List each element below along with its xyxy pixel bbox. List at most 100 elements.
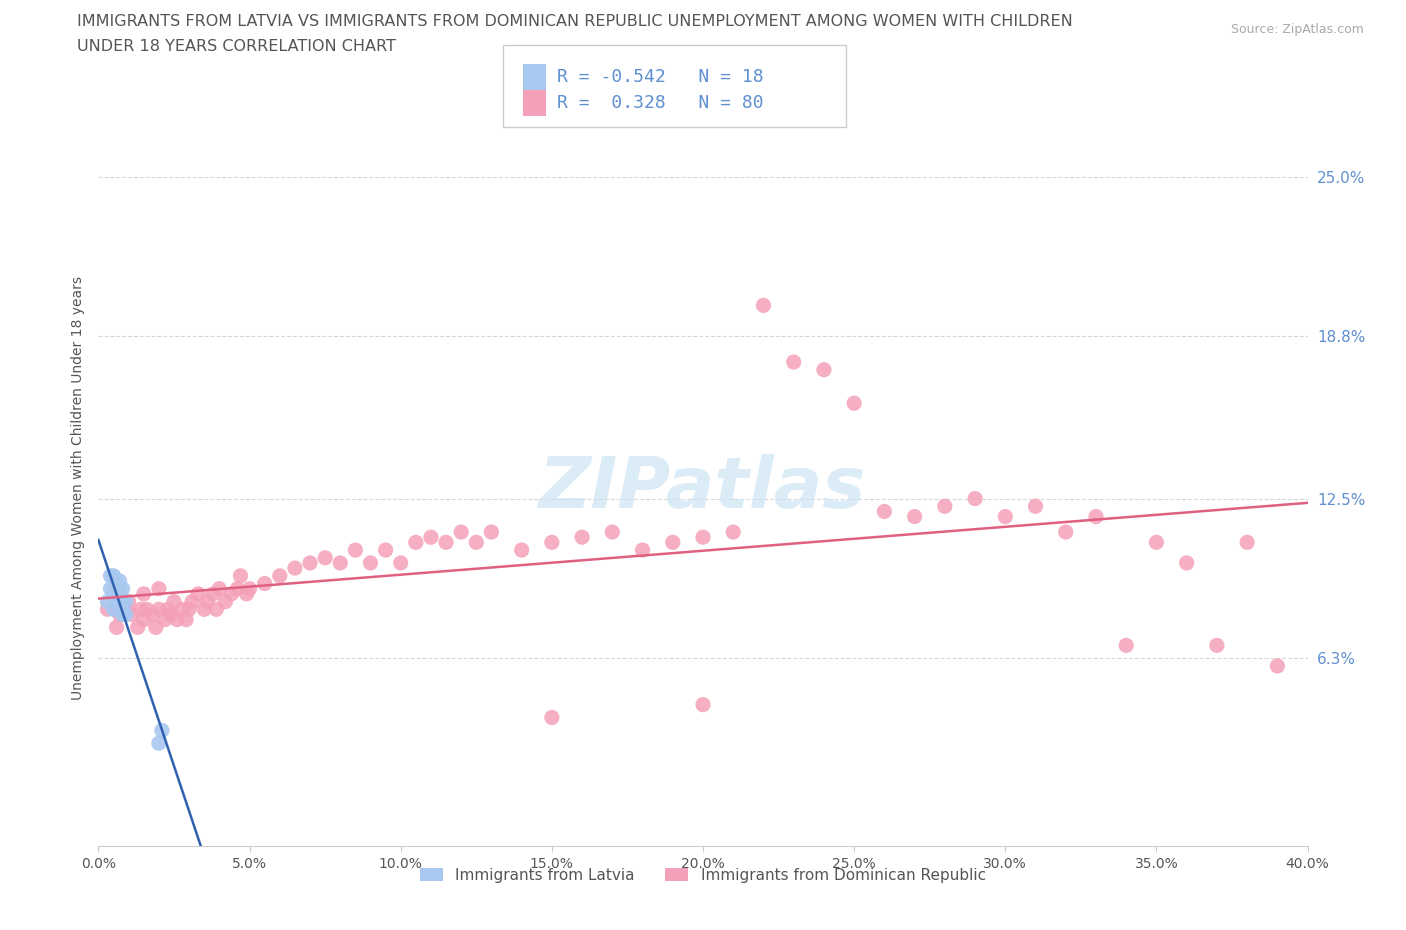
Point xyxy=(142,607,165,622)
Point xyxy=(148,736,170,751)
Point xyxy=(174,612,197,627)
Point xyxy=(269,568,291,583)
Point xyxy=(111,607,134,622)
Point xyxy=(103,568,125,583)
Point xyxy=(253,576,276,591)
Point xyxy=(127,620,149,635)
Point xyxy=(481,525,503,539)
Point xyxy=(111,594,134,609)
Point xyxy=(163,594,186,609)
Point xyxy=(602,525,624,539)
Point xyxy=(114,607,136,622)
Point xyxy=(135,602,157,617)
Point xyxy=(389,555,412,570)
Point xyxy=(465,535,488,550)
Point xyxy=(121,607,143,622)
Point xyxy=(114,594,136,609)
Point xyxy=(105,576,128,591)
Y-axis label: Unemployment Among Women with Children Under 18 years: Unemployment Among Women with Children U… xyxy=(70,276,84,700)
Text: IMMIGRANTS FROM LATVIA VS IMMIGRANTS FROM DOMINICAN REPUBLIC UNEMPLOYMENT AMONG : IMMIGRANTS FROM LATVIA VS IMMIGRANTS FRO… xyxy=(77,14,1073,29)
Point xyxy=(148,602,170,617)
Point xyxy=(1144,535,1167,550)
Point xyxy=(129,602,152,617)
Point xyxy=(299,555,322,570)
Point xyxy=(108,587,131,602)
Point xyxy=(166,612,188,627)
Point xyxy=(114,602,136,617)
Point xyxy=(108,574,131,589)
Point xyxy=(1267,658,1289,673)
Point xyxy=(132,587,155,602)
Point xyxy=(510,542,533,557)
Point xyxy=(1236,535,1258,550)
Point xyxy=(284,561,307,576)
Point xyxy=(172,602,194,617)
Point xyxy=(1115,638,1137,653)
Point xyxy=(96,602,118,617)
Point xyxy=(208,581,231,596)
Point xyxy=(571,530,593,545)
Point xyxy=(934,498,956,513)
Point xyxy=(994,509,1017,524)
Point xyxy=(450,525,472,539)
Point xyxy=(420,530,443,545)
Point xyxy=(540,711,562,725)
Point xyxy=(752,298,775,312)
Point xyxy=(221,587,243,602)
Text: R =  0.328   N = 80: R = 0.328 N = 80 xyxy=(557,95,763,113)
Point xyxy=(873,504,896,519)
Point xyxy=(844,396,866,411)
Point xyxy=(314,551,336,565)
Text: Source: ZipAtlas.com: Source: ZipAtlas.com xyxy=(1230,23,1364,36)
Point xyxy=(205,602,228,617)
Point xyxy=(160,607,183,622)
Point xyxy=(723,525,745,539)
Point xyxy=(181,594,204,609)
Text: R = -0.542   N = 18: R = -0.542 N = 18 xyxy=(557,68,763,86)
Point xyxy=(1085,509,1108,524)
Point xyxy=(105,620,128,635)
Point xyxy=(179,602,201,617)
Point xyxy=(108,599,131,614)
Point xyxy=(148,581,170,596)
Point xyxy=(692,698,714,712)
Point xyxy=(226,581,249,596)
Point xyxy=(150,723,173,737)
Point xyxy=(118,594,141,609)
Point xyxy=(405,535,427,550)
Point xyxy=(100,581,122,596)
Point xyxy=(202,587,225,602)
Point xyxy=(100,568,122,583)
Point xyxy=(108,607,131,622)
Point xyxy=(239,581,262,596)
Point xyxy=(1206,638,1229,653)
Point xyxy=(195,594,218,609)
Point xyxy=(235,587,257,602)
Point xyxy=(103,587,125,602)
Point xyxy=(103,602,125,617)
Point xyxy=(965,491,987,506)
Point xyxy=(153,612,176,627)
Point xyxy=(360,555,382,570)
Point xyxy=(156,602,179,617)
Point xyxy=(1054,525,1077,539)
Point xyxy=(193,602,215,617)
Point xyxy=(145,620,167,635)
Point xyxy=(96,594,118,609)
Point xyxy=(1175,555,1198,570)
Point xyxy=(229,568,252,583)
Point xyxy=(813,363,835,378)
Point xyxy=(132,612,155,627)
Point xyxy=(783,354,806,369)
Point xyxy=(329,555,352,570)
Point xyxy=(187,587,209,602)
Point xyxy=(631,542,654,557)
Point xyxy=(1024,498,1046,513)
Point xyxy=(344,542,367,557)
Text: UNDER 18 YEARS CORRELATION CHART: UNDER 18 YEARS CORRELATION CHART xyxy=(77,39,396,54)
Text: ZIPatlas: ZIPatlas xyxy=(540,454,866,523)
Point xyxy=(434,535,457,550)
Point xyxy=(692,530,714,545)
Point xyxy=(105,591,128,606)
Point xyxy=(540,535,562,550)
